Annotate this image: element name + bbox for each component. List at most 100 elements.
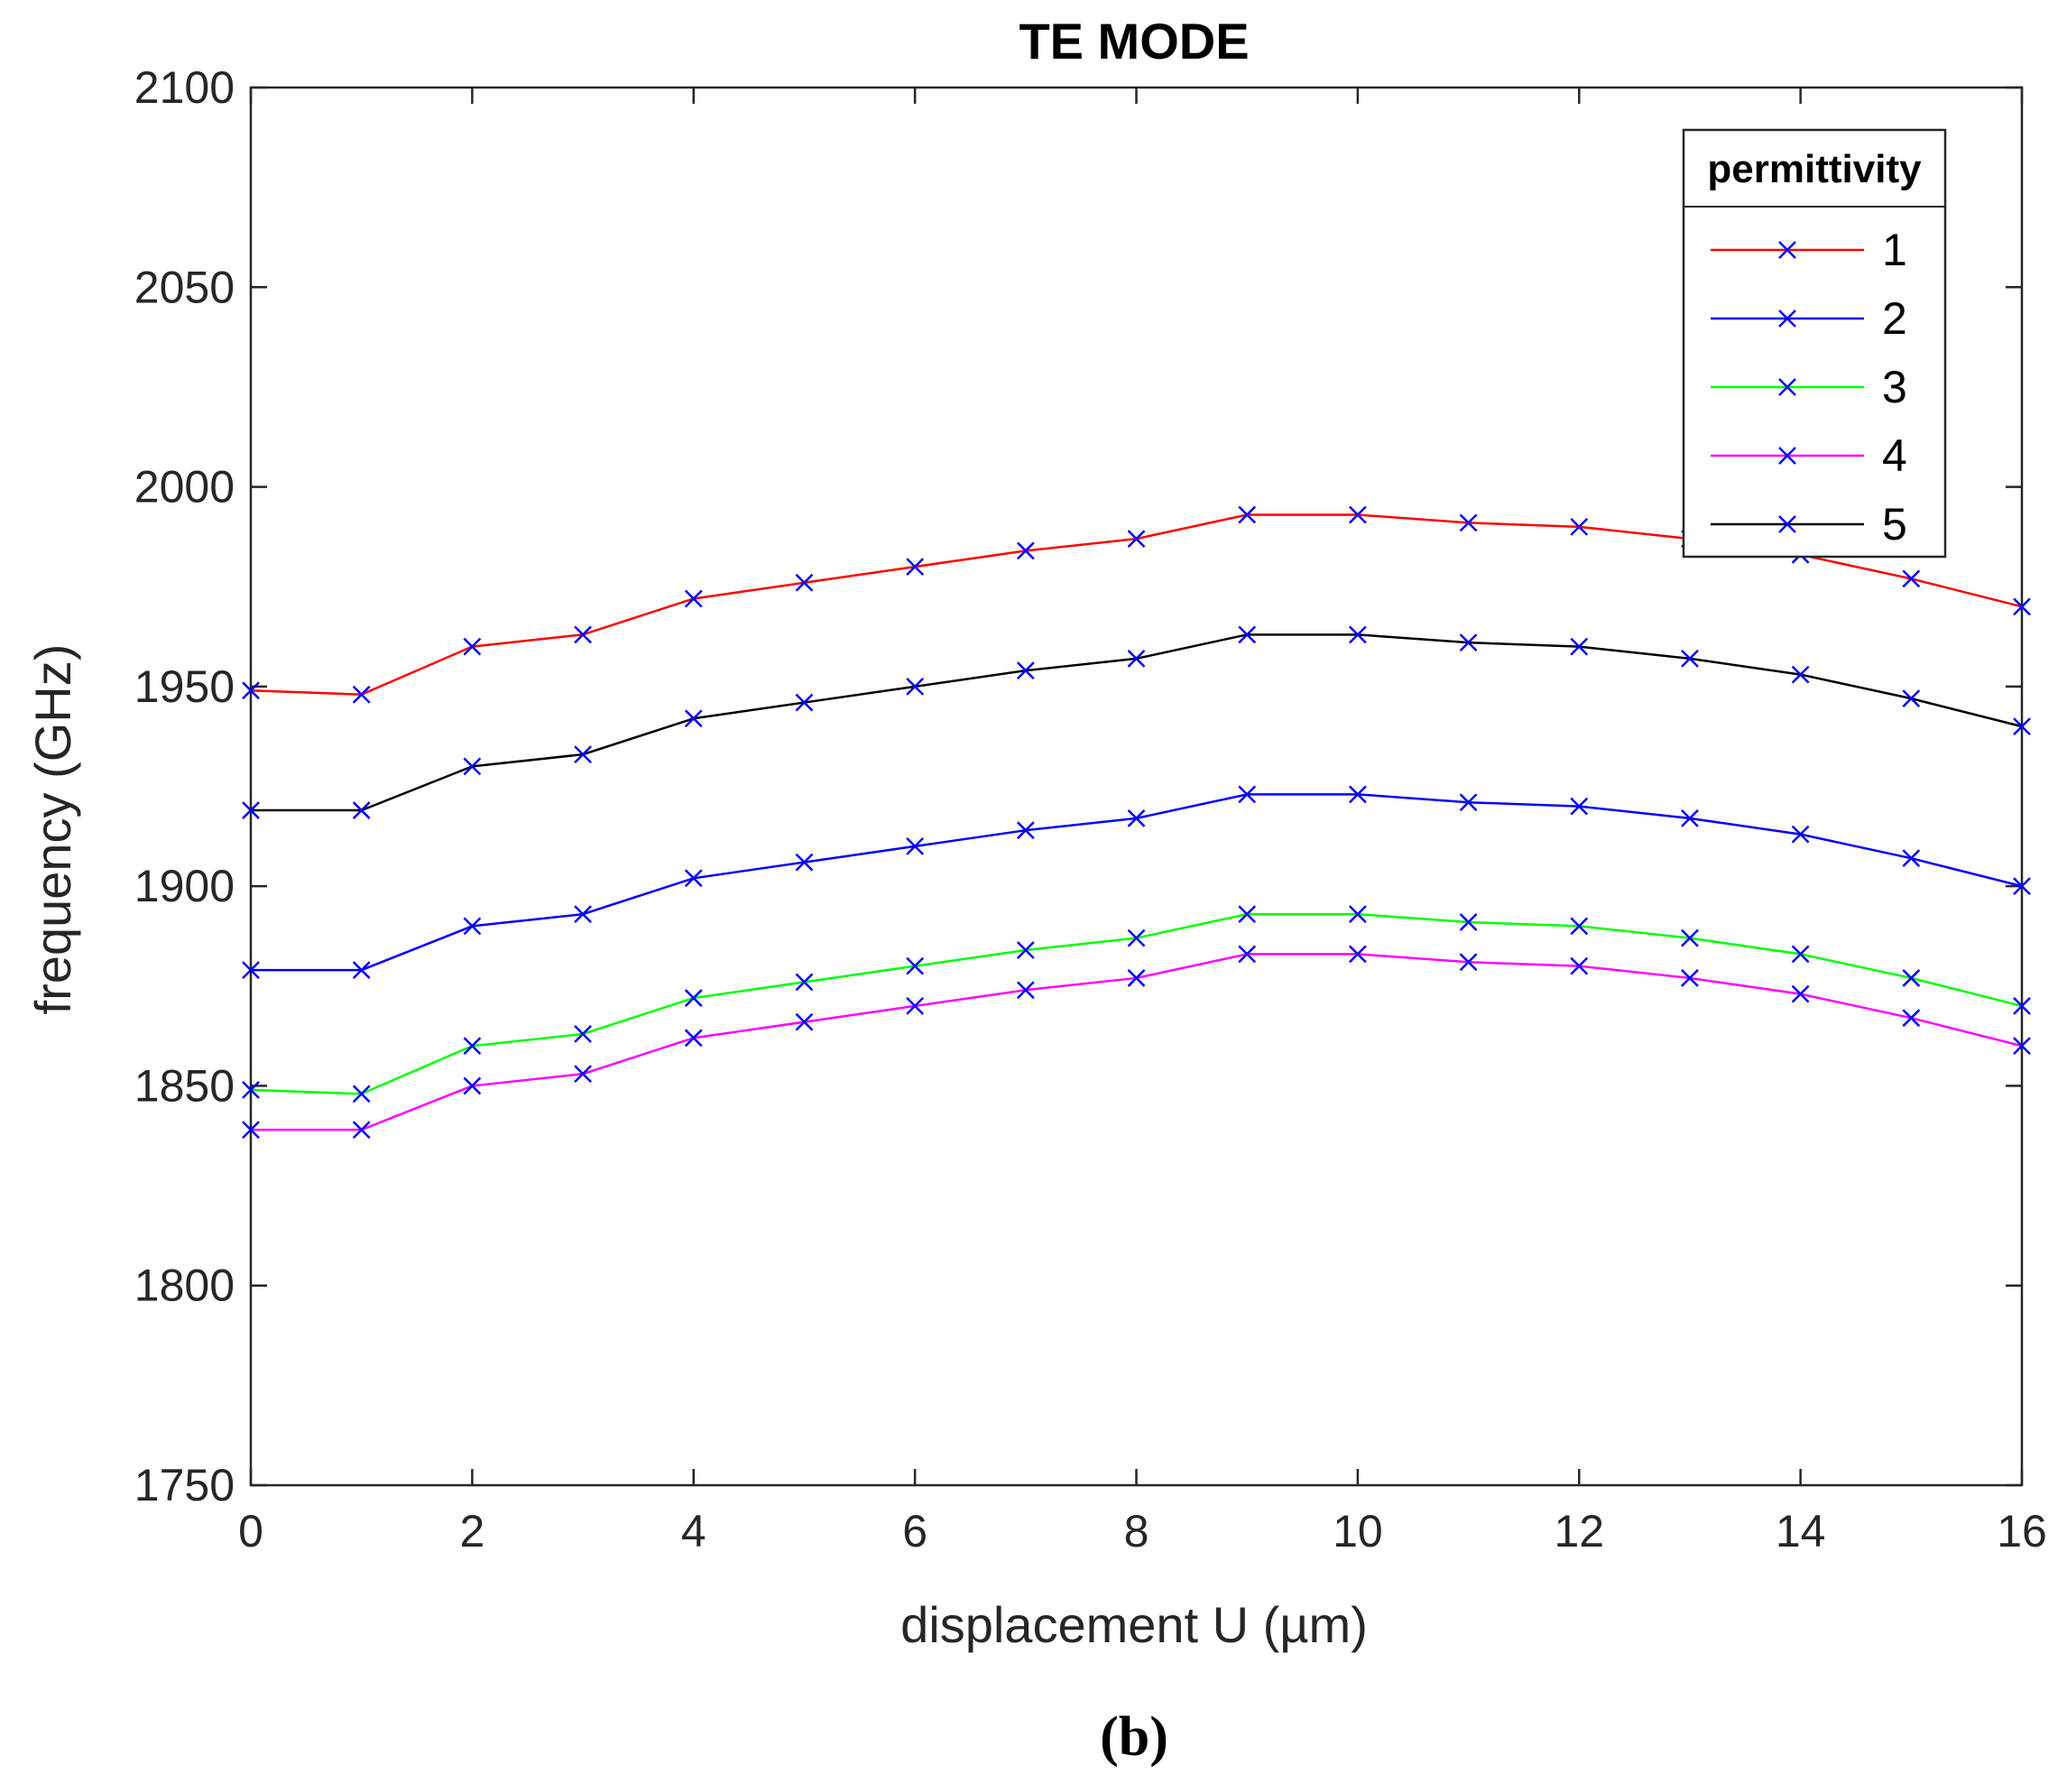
data-point-s3 <box>463 1037 482 1056</box>
data-point-s5 <box>1681 649 1699 668</box>
data-point-s3 <box>1791 945 1810 964</box>
x-tick-label: 10 <box>1333 1506 1383 1556</box>
data-point-s2 <box>242 961 260 979</box>
data-point-s5 <box>1570 637 1589 656</box>
data-point-s2 <box>1570 797 1589 816</box>
y-tick-label: 2050 <box>134 262 235 312</box>
data-point-s1 <box>1459 513 1478 532</box>
legend-label-1: 1 <box>1882 225 1907 275</box>
data-point-s3 <box>1348 905 1367 924</box>
data-point-s3 <box>1016 941 1035 959</box>
data-point-s3 <box>352 1085 371 1104</box>
data-point-s5 <box>1459 633 1478 652</box>
data-point-s2 <box>684 869 703 888</box>
legend-title: permittivity <box>1707 147 1922 191</box>
legend-label-2: 2 <box>1882 293 1907 344</box>
data-point-s5 <box>795 693 814 712</box>
data-point-s4 <box>574 1065 592 1084</box>
y-tick-label: 1850 <box>134 1060 235 1111</box>
data-point-s4 <box>242 1121 260 1139</box>
figure-caption: (b) <box>1100 1706 1168 1768</box>
data-point-s2 <box>352 961 371 979</box>
legend-label-3: 3 <box>1882 362 1907 412</box>
data-point-s4 <box>1238 945 1257 964</box>
data-point-s5 <box>1016 661 1035 680</box>
data-point-s2 <box>1459 793 1478 812</box>
data-point-s1 <box>2013 597 2031 616</box>
data-point-s1 <box>242 681 260 700</box>
legend-box <box>1682 128 1947 559</box>
data-point-s2 <box>1127 809 1146 827</box>
data-point-s3 <box>1127 928 1146 947</box>
data-point-s4 <box>1791 984 1810 1003</box>
data-point-s4 <box>684 1029 703 1048</box>
data-point-s4 <box>2013 1037 2031 1056</box>
data-point-s2 <box>1791 825 1810 844</box>
data-point-s3 <box>1902 969 1921 987</box>
data-point-s1 <box>1016 541 1035 560</box>
x-tick-label: 0 <box>238 1506 263 1556</box>
data-point-s3 <box>795 973 814 992</box>
data-point-s2 <box>1016 821 1035 840</box>
data-point-s2 <box>574 905 592 924</box>
y-tick-label: 2100 <box>134 62 235 113</box>
data-point-s3 <box>242 1080 260 1099</box>
x-axis-title: displacement U (µm) <box>900 1596 1368 1653</box>
y-axis-title: frequency (GHz) <box>24 644 81 1015</box>
data-point-s1 <box>1902 569 1921 588</box>
legend-label-4: 4 <box>1882 430 1907 481</box>
data-point-s5 <box>242 801 260 819</box>
data-point-s5 <box>2013 717 2031 735</box>
data-point-s2 <box>906 837 925 855</box>
data-point-s4 <box>906 997 925 1015</box>
data-point-s4 <box>352 1121 371 1139</box>
y-tick-label: 1800 <box>134 1261 235 1311</box>
data-point-s1 <box>1127 530 1146 548</box>
data-point-s5 <box>463 757 482 776</box>
data-point-s1 <box>352 685 371 704</box>
data-point-s2 <box>1681 809 1699 827</box>
data-point-s3 <box>574 1025 592 1043</box>
data-point-s1 <box>463 637 482 656</box>
x-tick-label: 16 <box>1997 1506 2047 1556</box>
data-point-s5 <box>574 745 592 763</box>
y-tick-label: 1950 <box>134 661 235 712</box>
data-point-s5 <box>684 709 703 728</box>
data-point-s5 <box>1238 625 1257 644</box>
data-point-s4 <box>1570 956 1589 975</box>
y-tick-label: 2000 <box>134 462 235 513</box>
data-point-s2 <box>795 853 814 872</box>
data-point-s5 <box>1791 665 1810 684</box>
legend-marker-3 <box>1778 378 1796 396</box>
legend-marker-4 <box>1778 447 1796 465</box>
data-point-s2 <box>1238 785 1257 804</box>
data-point-s1 <box>795 573 814 592</box>
data-point-s4 <box>1348 945 1367 964</box>
data-point-s4 <box>1459 953 1478 972</box>
data-point-s4 <box>1127 969 1146 987</box>
chart-title: TE MODE <box>1019 13 1249 69</box>
data-point-s1 <box>1570 517 1589 536</box>
y-tick-label: 1900 <box>134 861 235 911</box>
data-point-s3 <box>1459 913 1478 931</box>
y-tick-label: 1750 <box>134 1460 235 1510</box>
x-tick-label: 4 <box>681 1506 706 1556</box>
data-point-s1 <box>906 558 925 576</box>
x-tick-label: 12 <box>1554 1506 1604 1556</box>
data-point-s3 <box>1681 928 1699 947</box>
data-point-s5 <box>1348 625 1367 644</box>
x-tick-label: 14 <box>1776 1506 1826 1556</box>
data-point-s4 <box>795 1012 814 1031</box>
legend-label-5: 5 <box>1882 499 1907 550</box>
data-point-s2 <box>463 917 482 936</box>
data-point-s1 <box>574 625 592 644</box>
data-point-s3 <box>2013 997 2031 1015</box>
data-point-s5 <box>1902 689 1921 708</box>
data-point-s3 <box>684 989 703 1007</box>
data-point-s5 <box>352 801 371 819</box>
data-point-s5 <box>1127 649 1146 668</box>
data-point-s3 <box>1238 905 1257 924</box>
legend-marker-5 <box>1778 515 1796 533</box>
x-tick-label: 8 <box>1124 1506 1149 1556</box>
